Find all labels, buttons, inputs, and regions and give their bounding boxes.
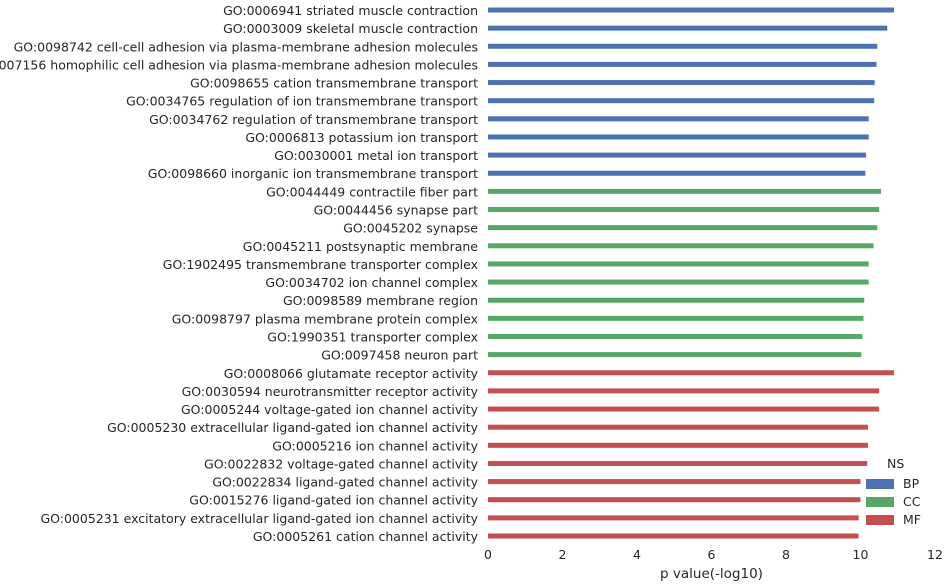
x-tick-label: 4	[633, 547, 641, 562]
category-label: GO:0044449 contractile fiber part	[266, 184, 478, 199]
category-label: GO:0098742 cell-cell adhesion via plasma…	[14, 39, 478, 54]
category-label: GO:1990351 transporter complex	[267, 329, 478, 344]
bar-1	[488, 7, 895, 13]
category-label: GO:0022832 voltage-gated channel activit…	[204, 456, 479, 471]
x-tick-label: 10	[853, 547, 869, 562]
category-label: GO:0034702 ion channel complex	[265, 275, 478, 290]
category-label: GO:0098589 membrane region	[283, 293, 478, 308]
legend-label-mf: MF	[903, 512, 921, 527]
category-label: GO:1902495 transmembrane transporter com…	[163, 257, 478, 272]
category-label: GO:0045211 postsynaptic membrane	[243, 239, 479, 254]
bar-5	[488, 80, 875, 86]
legend-swatch-mf	[866, 515, 894, 525]
bar-15	[488, 261, 869, 267]
x-tick-label: 8	[782, 547, 790, 562]
bar-11	[488, 188, 881, 194]
category-label: GO:0006941 striated muscle contraction	[223, 3, 478, 18]
x-tick-label: 12	[927, 547, 943, 562]
bar-27	[488, 479, 861, 485]
x-tick-label: 6	[708, 547, 716, 562]
category-labels: GO:0006941 striated muscle contraction GO…	[0, 3, 479, 544]
category-label: GO:0015276 ligand-gated ion channel acti…	[189, 493, 478, 508]
bar-4	[488, 61, 877, 67]
legend-label-cc: CC	[903, 494, 921, 509]
x-tick-label: 0	[484, 547, 492, 562]
category-label: GO:0097458 neuron part	[321, 348, 478, 363]
category-label: GO:0007156 homophilic cell adhesion via …	[0, 57, 478, 72]
x-tick-label: 2	[559, 547, 567, 562]
legend-entries: BP CC MF	[866, 476, 921, 527]
category-label: GO:0005244 voltage-gated ion channel act…	[181, 402, 479, 417]
category-label: GO:0008066 glutamate receptor activity	[224, 366, 479, 381]
bar-6	[488, 98, 875, 104]
bar-21	[488, 370, 895, 376]
category-label: GO:0005231 excitatory extracellular liga…	[40, 511, 478, 526]
legend-swatch-cc	[866, 497, 894, 507]
category-label: GO:0003009 skeletal muscle contraction	[223, 21, 478, 36]
bar-28	[488, 497, 861, 503]
bar-25	[488, 442, 868, 448]
bar-9	[488, 152, 867, 158]
bar-23	[488, 406, 880, 412]
bar-8	[488, 134, 869, 140]
category-label: GO:0034762 regulation of transmembrane t…	[149, 112, 478, 127]
bar-17	[488, 297, 865, 303]
bar-2	[488, 25, 888, 31]
category-label: GO:0034765 regulation of ion transmembra…	[126, 94, 478, 109]
bar-22	[488, 388, 880, 394]
x-axis: 0 2 4 6 8 10 12	[484, 547, 943, 562]
bar-24	[488, 424, 868, 430]
bar-19	[488, 333, 863, 339]
bar-12	[488, 207, 880, 213]
category-label: GO:0005230 extracellular ligand-gated io…	[107, 420, 479, 435]
bar-3	[488, 43, 878, 49]
category-label: GO:0044456 synapse part	[314, 203, 478, 218]
legend-title: NS	[887, 456, 904, 471]
bar-26	[488, 460, 868, 466]
category-label: GO:0098660 inorganic ion transmembrane t…	[148, 166, 478, 181]
category-label: GO:0006813 potassium ion transport	[245, 130, 478, 145]
x-axis-title: p value(-log10)	[660, 566, 763, 582]
legend: NS BP CC MF	[866, 456, 921, 527]
category-label: GO:0005216 ion channel activity	[272, 438, 478, 453]
legend-swatch-bp	[866, 479, 894, 489]
bar-29	[488, 515, 859, 521]
bar-20	[488, 352, 862, 358]
bar-10	[488, 170, 866, 176]
category-label: GO:0030001 metal ion transport	[274, 148, 478, 163]
bar-7	[488, 116, 869, 122]
bar-16	[488, 279, 869, 285]
category-label: GO:0030594 neurotransmitter receptor act…	[182, 384, 479, 399]
category-label: GO:0022834 ligand-gated channel activity	[212, 475, 478, 490]
bar-13	[488, 225, 878, 231]
bar-18	[488, 315, 864, 321]
category-label: GO:0098655 cation transmembrane transpor…	[190, 76, 478, 91]
legend-label-bp: BP	[903, 476, 920, 491]
category-label: GO:0098797 plasma membrane protein compl…	[172, 311, 478, 326]
bar-14	[488, 243, 874, 249]
bar-30	[488, 533, 859, 539]
category-label: GO:0005261 cation channel activity	[253, 529, 479, 544]
bars-layer	[488, 7, 895, 539]
category-label: GO:0045202 synapse	[343, 221, 478, 236]
